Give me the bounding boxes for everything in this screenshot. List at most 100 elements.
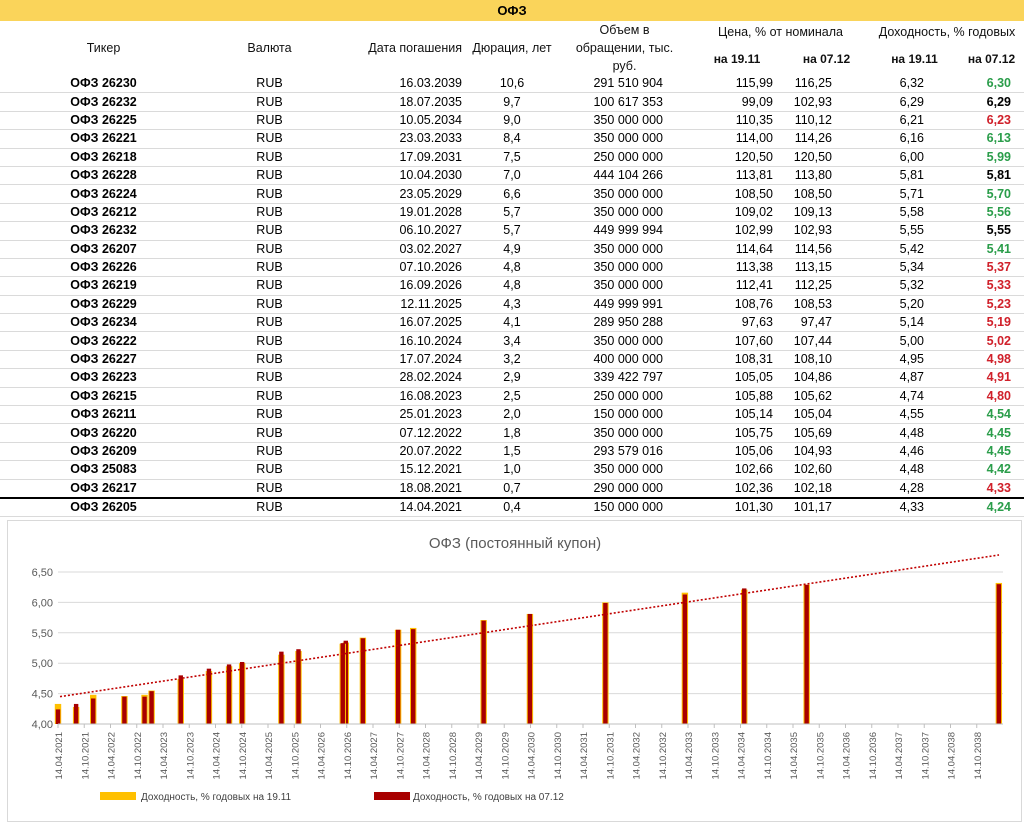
cell-volume: 350 000 000 <box>558 240 691 259</box>
x-tick-label: 14.04.2035 <box>789 732 800 780</box>
cell-price2: 109,13 <box>783 203 870 223</box>
cell-duration: 3,4 <box>466 331 558 351</box>
cell-yield2: 6,30 <box>959 75 1024 94</box>
cell-price2: 102,18 <box>783 479 870 499</box>
cell-yield1: 6,32 <box>870 75 959 94</box>
cell-price1: 102,99 <box>691 221 783 241</box>
cell-price2: 116,25 <box>783 75 870 94</box>
bar-yield-0712 <box>481 620 486 724</box>
header-currency: Валюта <box>247 40 292 55</box>
cell-duration: 2,9 <box>466 368 558 388</box>
cell-yield1: 6,21 <box>870 111 959 131</box>
cell-yield2: 5,41 <box>959 240 1024 259</box>
cell-duration: 2,0 <box>466 405 558 425</box>
cell-duration: 3,2 <box>466 350 558 370</box>
legend-label-1911: Доходность, % годовых на 19.11 <box>141 792 292 803</box>
bar-yield-0712 <box>239 661 245 724</box>
cell-volume: 350 000 000 <box>558 129 691 149</box>
cell-maturity: 23.05.2029 <box>332 184 466 204</box>
cell-price1: 105,14 <box>691 405 783 425</box>
x-tick-label: 14.04.2031 <box>579 732 590 780</box>
cell-currency: RUB <box>207 295 332 315</box>
cell-yield1: 4,48 <box>870 460 959 480</box>
cell-price2: 102,93 <box>783 92 870 112</box>
cell-price1: 108,76 <box>691 295 783 315</box>
x-tick-label: 14.04.2026 <box>317 732 328 780</box>
cell-maturity: 15.12.2021 <box>332 460 466 480</box>
y-tick-label: 6,50 <box>32 567 53 579</box>
cell-price1: 115,99 <box>691 75 783 94</box>
cell-ticker: ОФЗ 26205 <box>0 496 207 518</box>
cell-maturity: 16.10.2024 <box>332 331 466 351</box>
cell-price2: 113,15 <box>783 258 870 278</box>
cell-ticker: ОФЗ 26229 <box>0 295 207 315</box>
cell-yield1: 5,00 <box>870 331 959 351</box>
cell-maturity: 16.09.2026 <box>332 276 466 296</box>
cell-volume: 449 999 994 <box>558 221 691 241</box>
cell-ticker: ОФЗ 26209 <box>0 442 207 462</box>
cell-currency: RUB <box>207 460 332 480</box>
cell-yield2: 5,37 <box>959 258 1024 278</box>
cell-yield2: 5,33 <box>959 276 1024 296</box>
cell-ticker: ОФЗ 26225 <box>0 111 207 131</box>
cell-price1: 112,41 <box>691 276 783 296</box>
cell-volume: 400 000 000 <box>558 350 691 370</box>
cell-yield1: 5,14 <box>870 313 959 333</box>
x-tick-label: 14.04.2029 <box>474 732 485 780</box>
cell-ticker: ОФЗ 26234 <box>0 313 207 333</box>
cell-yield1: 5,81 <box>870 166 959 186</box>
cell-yield1: 5,55 <box>870 221 959 241</box>
legend-swatch-1911 <box>100 792 136 800</box>
cell-price1: 102,66 <box>691 460 783 480</box>
cell-yield1: 5,58 <box>870 203 959 223</box>
table-row: ОФЗ 26230 RUB 16.03.2039 10,6 291 510 904 115… <box>0 75 1024 94</box>
cell-ticker: ОФЗ 26221 <box>0 129 207 149</box>
cell-price1: 110,35 <box>691 111 783 131</box>
cell-price1: 113,38 <box>691 258 783 278</box>
cell-price1: 101,30 <box>691 496 783 518</box>
cell-price2: 102,60 <box>783 460 870 480</box>
x-tick-label: 14.10.2031 <box>605 732 616 780</box>
bar-yield-0712 <box>411 629 416 724</box>
cell-yield2: 4,33 <box>959 479 1024 499</box>
table-row: ОФЗ 26207 RUB 03.02.2027 4,9 350 000 000 114,… <box>0 240 1024 259</box>
x-tick-label: 14.04.2022 <box>107 732 118 780</box>
cell-volume: 444 104 266 <box>558 166 691 186</box>
x-tick-label: 14.10.2023 <box>185 732 196 780</box>
cell-duration: 7,5 <box>466 148 558 167</box>
cell-duration: 5,7 <box>466 203 558 223</box>
cell-maturity: 28.02.2024 <box>332 368 466 388</box>
cell-price1: 99,09 <box>691 92 783 112</box>
table-row: ОФЗ 26224 RUB 23.05.2029 6,6 350 000 000 108,… <box>0 184 1024 204</box>
cell-duration: 1,0 <box>466 460 558 480</box>
cell-yield2: 5,99 <box>959 148 1024 167</box>
cell-ticker: ОФЗ 26232 <box>0 221 207 241</box>
table-row: ОФЗ 26218 RUB 17.09.2031 7,5 250 000 000 120,… <box>0 148 1024 167</box>
cell-yield1: 4,87 <box>870 368 959 388</box>
x-tick-label: 14.10.2026 <box>343 732 354 780</box>
bar-yield-0712 <box>279 651 284 724</box>
bar-yield-0712 <box>178 675 183 724</box>
cell-duration: 0,4 <box>466 496 558 518</box>
cell-duration: 6,6 <box>466 184 558 204</box>
table-row: ОФЗ 26219 RUB 16.09.2026 4,8 350 000 000 112,… <box>0 276 1024 296</box>
cell-duration: 5,7 <box>466 221 558 241</box>
cell-yield1: 5,42 <box>870 240 959 259</box>
cell-yield1: 4,46 <box>870 442 959 462</box>
cell-ticker: ОФЗ 26218 <box>0 148 207 167</box>
cell-volume: 291 510 904 <box>558 75 691 94</box>
cell-price2: 107,44 <box>783 331 870 351</box>
cell-maturity: 07.12.2022 <box>332 423 466 443</box>
bar-yield-0712 <box>296 649 301 724</box>
cell-price2: 104,93 <box>783 442 870 462</box>
header-volume-line2: обращении, тыс. <box>575 41 674 55</box>
cell-price2: 105,62 <box>783 387 870 407</box>
bar-yield-0712 <box>142 696 147 724</box>
cell-yield2: 4,45 <box>959 442 1024 462</box>
table-row: ОФЗ 26229 RUB 12.11.2025 4,3 449 999 991 108,… <box>0 295 1024 315</box>
cell-maturity: 06.10.2027 <box>332 221 466 241</box>
bar-yield-0712 <box>527 613 533 724</box>
cell-yield1: 4,74 <box>870 387 959 407</box>
cell-volume: 350 000 000 <box>558 460 691 480</box>
cell-yield2: 4,91 <box>959 368 1024 388</box>
